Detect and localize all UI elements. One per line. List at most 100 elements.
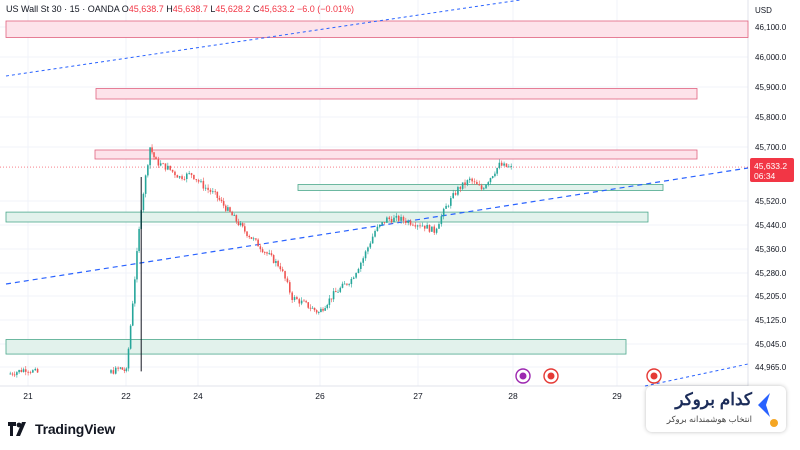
event-marker-dot [519,372,527,380]
candle-body [341,283,344,288]
candle-body [27,371,29,373]
candle-body [16,372,18,375]
tradingview-icon [8,422,26,436]
x-tick-label: 28 [508,391,518,401]
support-zone[interactable] [5,211,649,223]
y-tick-label: 45,205.0 [755,292,787,301]
candle-body [193,174,195,180]
resistance-zone[interactable] [5,20,749,38]
candle-body [157,159,160,166]
change-value: −6.0 (−0.01%) [297,4,355,14]
candle-body [476,181,478,185]
candle-body [346,283,348,285]
x-tick-label: 26 [315,391,325,401]
candle-body [293,297,296,300]
candle-body [491,176,494,179]
candle-body [218,197,221,200]
candle-body [279,266,282,270]
candle-body [202,180,205,189]
resistance-zone[interactable] [95,88,698,100]
candle-body [480,185,483,190]
candle-body [496,167,498,174]
candle-body [248,235,251,238]
candle-body [360,262,362,269]
candle-body [374,231,376,237]
candle-body [503,163,505,166]
broker-logo-icon [758,393,778,427]
candle-body [257,239,259,247]
y-tick-label: 45,800.0 [755,113,787,122]
candle-body [195,179,198,181]
y-tick-label: 45,045.0 [755,340,787,349]
candle-body [296,297,298,300]
candle-body [440,216,443,225]
open-value: 45,638.7 [128,4,164,14]
candle-body [231,211,233,216]
lightning-event-icon[interactable] [515,368,531,384]
candle-body [505,163,508,167]
candle-body [348,284,350,285]
y-tick-label: 45,520.0 [755,197,787,206]
y-tick-label: 44,965.0 [755,363,787,372]
candle-body [239,223,242,226]
candle-body [315,310,318,313]
candle-body [416,225,419,227]
tradingview-logo[interactable]: TradingView [8,418,115,440]
candle-body [352,277,355,279]
currency-label: USD [755,6,772,15]
trendline-lower[interactable] [5,167,749,285]
y-tick-label: 45,700.0 [755,143,787,152]
candle-body [127,348,130,369]
candle-body [478,184,481,186]
candle-body [369,243,372,248]
broker-badge[interactable]: کدام بروکر انتخاب هوشمندانه بروکر [646,386,786,432]
resistance-zone[interactable] [94,149,698,160]
candle-body [326,304,329,309]
candle-body [378,224,381,227]
candle-body [286,278,289,283]
x-tick-label: 27 [413,391,423,401]
candle-body [330,298,333,300]
candle-body [20,369,23,372]
candle-body [322,308,324,311]
candle-body [164,163,167,170]
us-flag-event-icon[interactable] [543,368,559,384]
candle-body [393,217,395,223]
y-tick-label: 45,360.0 [755,245,787,254]
candle-body [204,187,207,189]
candle-body [142,193,145,211]
candle-body [162,163,164,165]
y-tick-label: 45,900.0 [755,83,787,92]
candle-body [281,269,284,272]
candle-body [395,215,398,218]
candle-body [222,201,225,206]
last-price-label: 45,633.2 [754,161,787,171]
candle-body [259,246,262,250]
candle-body [32,370,34,373]
candle-body [235,215,238,222]
candle-body [197,180,200,182]
candle-body [459,187,462,189]
candle-body [263,252,266,253]
candle-body [190,173,193,175]
candle-body [29,372,32,373]
event-marker-dot [547,372,555,380]
high-value: 45,638.7 [172,4,208,14]
candle-body [357,268,360,273]
y-tick-label: 45,280.0 [755,269,787,278]
candle-body [303,300,305,302]
support-zone[interactable] [297,184,664,191]
candle-body [241,223,244,227]
candle-body [412,224,414,226]
candle-body [138,228,140,252]
candle-body [288,282,291,293]
candle-body [311,307,314,309]
candle-body [125,368,128,371]
us-flag-event-icon[interactable] [646,368,662,384]
candle-body [487,182,490,185]
support-zone[interactable] [5,339,627,355]
candle-body [159,163,162,166]
candle-body [121,367,124,370]
trendline-upper[interactable] [5,0,521,77]
